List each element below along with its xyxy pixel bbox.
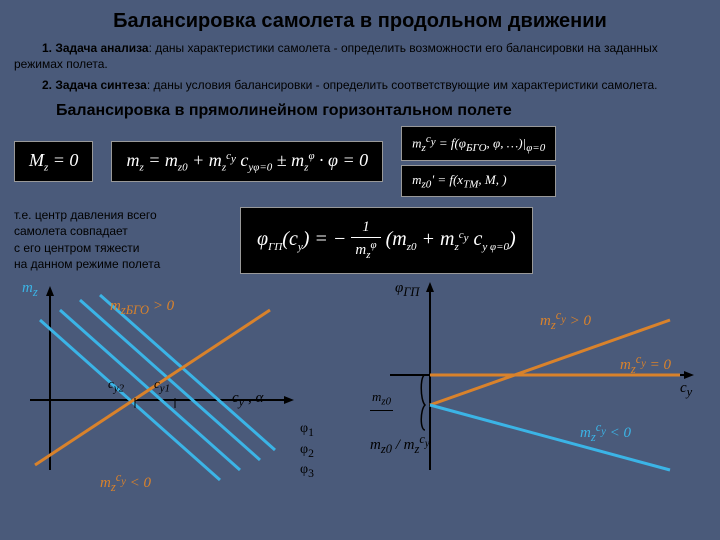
subtitle: Балансировка в прямолинейном горизонталь… xyxy=(0,98,720,126)
left-tick-cy2: cy2 xyxy=(108,376,124,395)
eq-mz-zero: Mz = 0 xyxy=(14,141,93,183)
eq-mz-expansion: mz = mz0 + mzcy cyφ=0 ± mzφ · φ = 0 xyxy=(111,141,383,183)
paragraph-1: 1. Задача анализа: даны характеристики с… xyxy=(0,39,720,76)
right-ylabel: φГП xyxy=(395,280,419,300)
paragraph-2: 2. Задача синтеза: даны условия балансир… xyxy=(0,76,720,98)
left-xlabel: cy , α xyxy=(232,390,263,410)
right-annot-pos: mzcy > 0 xyxy=(540,308,591,333)
eq-mz-cy-func: mzcy = f(φБГО, φ, …)|φ=0 xyxy=(401,126,556,161)
phi-labels: φ1φ2φ3 xyxy=(300,420,314,482)
p2-rest: : даны условия балансировки - определить… xyxy=(147,78,658,92)
right-annot-zero: mzcy = 0 xyxy=(620,352,671,377)
graphs-area: mz mzБГО > 0 cy2 cy1 cy , α mzcy < 0 φ1φ… xyxy=(0,280,720,510)
page-title: Балансировка самолета в продольном движе… xyxy=(0,0,720,39)
p1-bold: 1. Задача анализа xyxy=(42,41,149,55)
left-annot-neg: mzcy < 0 xyxy=(100,470,151,495)
right-origin-labels: mz0 mz0 / mzcy xyxy=(370,390,430,456)
left-ylabel: mz xyxy=(22,280,38,300)
left-tick-cy1: cy1 xyxy=(154,376,170,395)
eq-phi-gp: φГП(cy) = − 1mzφ (mz0 + mzcy cy φ=0) xyxy=(240,207,533,274)
eq-mz0-func: mz0' = f(xТМ, M, ) xyxy=(401,165,556,198)
right-xlabel: cy xyxy=(680,380,692,400)
note-text: т.е. центр давления всего самолета совпа… xyxy=(0,203,220,274)
equation-row-1: Mz = 0 mz = mz0 + mzcy cyφ=0 ± mzφ · φ =… xyxy=(0,126,720,198)
p2-bold: 2. Задача синтеза xyxy=(42,78,147,92)
left-annot-pos: mzБГО > 0 xyxy=(110,298,174,318)
right-annot-neg: mzcy < 0 xyxy=(580,420,631,445)
